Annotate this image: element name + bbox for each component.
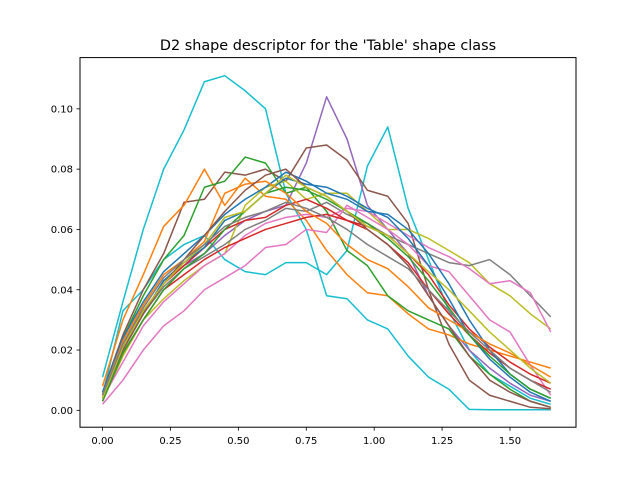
axes-layer: 0.00 0.25 0.50 0.75 1.00 1.25 1.50 0.00 0.02 0.04… [51, 104, 521, 447]
x-tick-label: 1.00 [363, 436, 385, 447]
x-tick-label: 0.25 [159, 436, 181, 447]
y-tick-label: 0.00 [51, 406, 73, 417]
x-tick-label: 1.50 [499, 436, 521, 447]
series-line-9 [101, 204, 552, 405]
chart-title: D2 shape descriptor for the 'Table' shap… [160, 38, 496, 54]
series-line-15 [101, 180, 552, 396]
series-line-4 [101, 144, 551, 410]
y-tick-label: 0.08 [51, 165, 73, 176]
series-line-2 [101, 126, 551, 406]
series-line-1 [101, 74, 551, 411]
y-tick-label: 0.04 [51, 285, 73, 296]
series-line-19 [101, 201, 552, 396]
x-tick-label: 0.50 [227, 436, 249, 447]
series-line-14 [101, 171, 552, 399]
plot-frame [79, 57, 577, 428]
series-line-17 [101, 186, 552, 402]
series-line-5 [101, 168, 551, 387]
y-tick-label: 0.02 [51, 346, 73, 357]
x-tick-label: 0.75 [295, 436, 317, 447]
series-line-6 [101, 156, 551, 409]
series-layer [101, 74, 552, 411]
x-tick-label: 1.25 [431, 436, 453, 447]
y-tick-label: 0.06 [51, 225, 73, 236]
y-tick-label: 0.10 [51, 104, 73, 115]
series-line-11 [101, 213, 552, 402]
x-tick-label: 0.00 [91, 436, 113, 447]
series-line-18 [101, 174, 552, 399]
